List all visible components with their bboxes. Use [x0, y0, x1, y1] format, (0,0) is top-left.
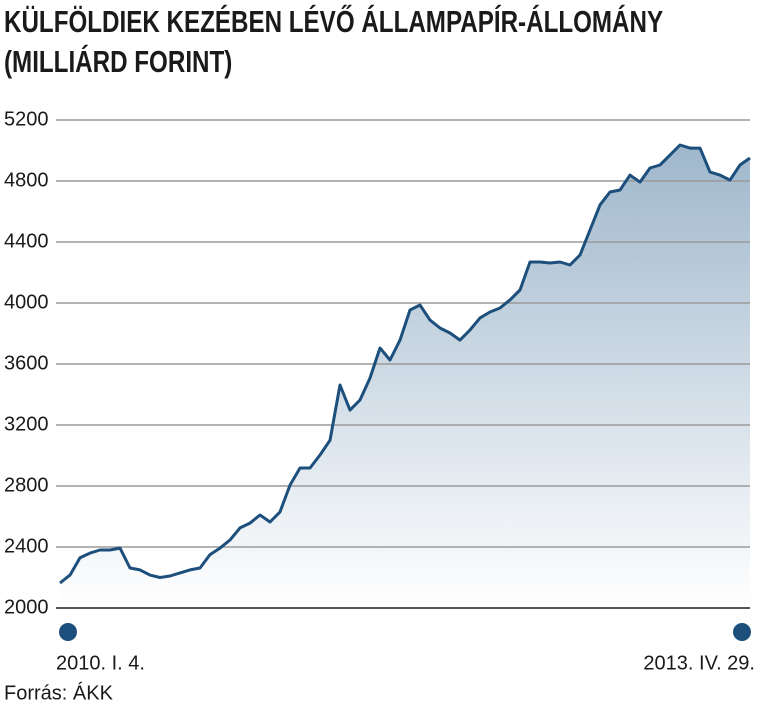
line: [59, 143, 751, 585]
y-tick-label: 4800: [4, 169, 49, 191]
chart-title: KÜLFÖLDIEK KEZÉBEN LÉVŐ ÁLLAMPAPÍR-ÁLLOM…: [4, 4, 663, 79]
y-tick-label: 2000: [4, 596, 49, 618]
source: Forrás: ÁKK: [4, 681, 114, 704]
y-tick-label: 2400: [4, 535, 49, 557]
axis-dot: [59, 623, 77, 641]
area: [60, 145, 750, 608]
x-tick-label: 2013. IV. 29.: [643, 652, 755, 674]
y-tick-label: 5200: [4, 108, 49, 130]
y-tick-label: 2800: [4, 474, 49, 496]
y-tick-label: 4000: [4, 291, 49, 313]
y-tick-label: 3200: [4, 413, 49, 435]
x-tick-label: 2010. I. 4.: [56, 652, 145, 674]
axis-dot: [733, 623, 751, 641]
y-tick-label: 4400: [4, 230, 49, 252]
y-tick-label: 3600: [4, 352, 49, 374]
